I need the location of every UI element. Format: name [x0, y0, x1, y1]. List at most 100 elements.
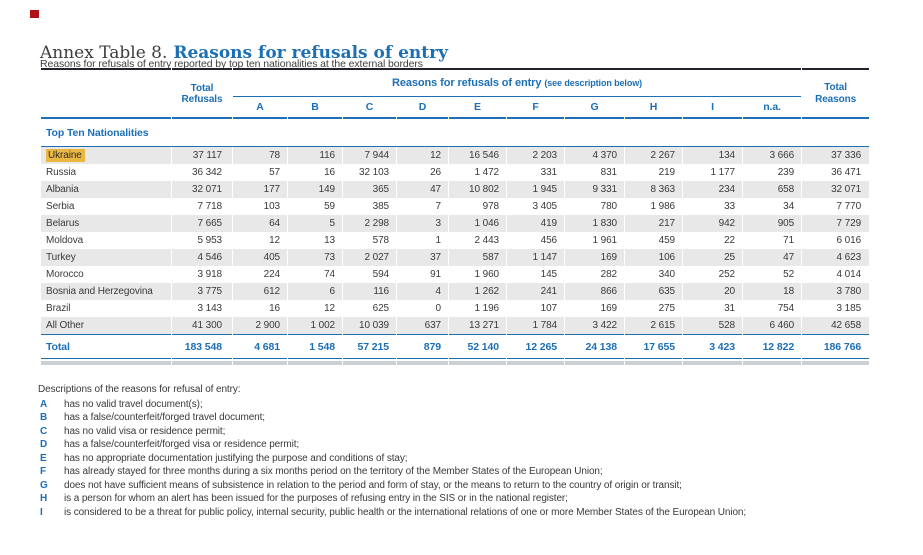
value-cell: 36 471 — [831, 167, 862, 178]
value-cell: 612 — [233, 283, 287, 300]
value-cell: 24 138 — [565, 334, 624, 359]
reasons-group-header-label: Reasons for refusals of entry — [392, 77, 542, 89]
nationality-cell: Total — [41, 334, 171, 359]
reasons-group-header: Reasons for refusals of entry (see descr… — [233, 68, 802, 97]
value-cell: 528 — [683, 317, 742, 334]
value-cell: 22 — [724, 235, 735, 246]
reason-column-header: C — [343, 97, 396, 119]
value-cell: 4 681 — [233, 334, 287, 359]
value-cell: 1 472 — [474, 167, 499, 178]
nationality-cell: Belarus — [41, 215, 171, 232]
page-subtitle: Reasons for refusals of entry reported b… — [40, 58, 423, 70]
footnote-text: has a false/counterfeit/forged visa or r… — [64, 439, 300, 450]
value-cell: 879 — [397, 334, 448, 359]
nationality-label: Albania — [46, 184, 79, 195]
footnotes-intro: Descriptions of the reasons for refusal … — [38, 384, 241, 395]
value-cell: 5 — [288, 215, 342, 232]
nationality-label: Russia — [46, 167, 76, 178]
value-cell: 419 — [507, 215, 564, 232]
value-cell: 3 918 — [197, 269, 222, 280]
footnote-text: has already stayed for three months duri… — [64, 466, 603, 477]
nationality-label: Serbia — [46, 201, 75, 212]
value-cell: 13 — [324, 235, 335, 246]
value-cell: 1 784 — [507, 317, 564, 334]
table-row: Turkey 4 546 405 73 2 027 37 587 1 147 169 106 25 4… — [41, 249, 870, 266]
reason-column-header: A — [233, 97, 287, 119]
value-cell: 64 — [233, 215, 287, 232]
value-cell: 4 014 — [836, 269, 862, 280]
value-cell: 169 — [600, 303, 617, 314]
value-cell: 217 — [625, 215, 682, 232]
value-cell: 331 — [540, 167, 557, 178]
value-cell: 59 — [324, 201, 335, 212]
table-row: Morocco 3 918 224 74 594 91 1 960 145 282 340 252 5… — [41, 266, 869, 283]
value-cell: 25 — [683, 249, 742, 266]
value-cell: 103 — [263, 201, 280, 212]
value-cell: 2 443 — [474, 235, 499, 246]
value-cell: 145 — [540, 269, 557, 280]
value-cell: 405 — [233, 249, 287, 266]
value-cell: 47 — [743, 249, 802, 266]
value-cell: 78 — [233, 147, 287, 164]
value-cell: 3 143 — [197, 303, 222, 314]
value-cell: 3 775 — [172, 283, 232, 300]
footnote-text: is a person for whom an alert has been i… — [64, 493, 568, 504]
value-cell: 37 117 — [172, 147, 232, 164]
value-cell: 134 — [683, 147, 742, 164]
value-cell: 32 103 — [359, 167, 389, 178]
value-cell: 658 — [743, 181, 802, 198]
value-cell: 12 — [269, 235, 280, 246]
value-cell: 635 — [625, 283, 682, 300]
nationality-column-header — [41, 68, 171, 119]
value-cell: 2 267 — [625, 147, 682, 164]
value-cell: 1 177 — [710, 167, 735, 178]
total-label: Total — [46, 340, 70, 353]
value-cell: 340 — [658, 269, 675, 280]
value-cell: 275 — [658, 303, 675, 314]
value-cell: 1 960 — [474, 269, 499, 280]
table-row: Brazil 3 143 16 12 625 0 1 196 107 169 275 31 754 3 … — [41, 300, 869, 317]
table-row: Total 183 548 4 681 1 548 57 215 879 52 140 12 … — [41, 334, 870, 359]
nationality-cell: Turkey — [41, 249, 171, 266]
value-cell: 107 — [540, 303, 557, 314]
value-cell: 6 460 — [743, 317, 802, 334]
value-cell: 587 — [449, 249, 506, 266]
value-cell: 239 — [777, 167, 795, 178]
value-cell: 12 265 — [507, 334, 564, 359]
value-cell: 2 900 — [233, 317, 287, 334]
value-cell: 16 — [269, 303, 280, 314]
value-cell: 37 336 — [802, 147, 870, 164]
nationality-cell: All Other — [41, 317, 171, 334]
value-cell: 32 071 — [172, 181, 232, 198]
footnotes-section: Descriptions of the reasons for refusal … — [38, 383, 878, 519]
nationality-cell: Serbia — [41, 198, 171, 215]
value-cell: 177 — [233, 181, 287, 198]
value-cell: 10 039 — [343, 317, 396, 334]
value-cell: 33 — [724, 201, 735, 212]
nationality-cell: Bosnia and Herzegovina — [41, 283, 171, 300]
value-cell: 2 615 — [625, 317, 682, 334]
section-header-label: Top Ten Nationalities — [41, 119, 870, 147]
value-cell: 91 — [430, 269, 441, 280]
footnote-letter: I — [40, 506, 43, 518]
value-cell: 637 — [397, 317, 448, 334]
value-cell: 4 546 — [172, 249, 232, 266]
value-cell: 73 — [288, 249, 342, 266]
reason-column-header: I — [683, 97, 742, 119]
footnote-text: has no valid travel document(s); — [64, 398, 203, 410]
value-cell: 32 071 — [802, 181, 870, 198]
value-cell: 6 — [288, 283, 342, 300]
value-cell: 186 766 — [802, 334, 870, 359]
footnote-letter: F — [40, 466, 47, 477]
value-cell: 942 — [683, 215, 742, 232]
section-header-row: Top Ten Nationalities — [41, 119, 870, 147]
value-cell: 3 423 — [683, 334, 742, 359]
value-cell: 1 046 — [449, 215, 506, 232]
